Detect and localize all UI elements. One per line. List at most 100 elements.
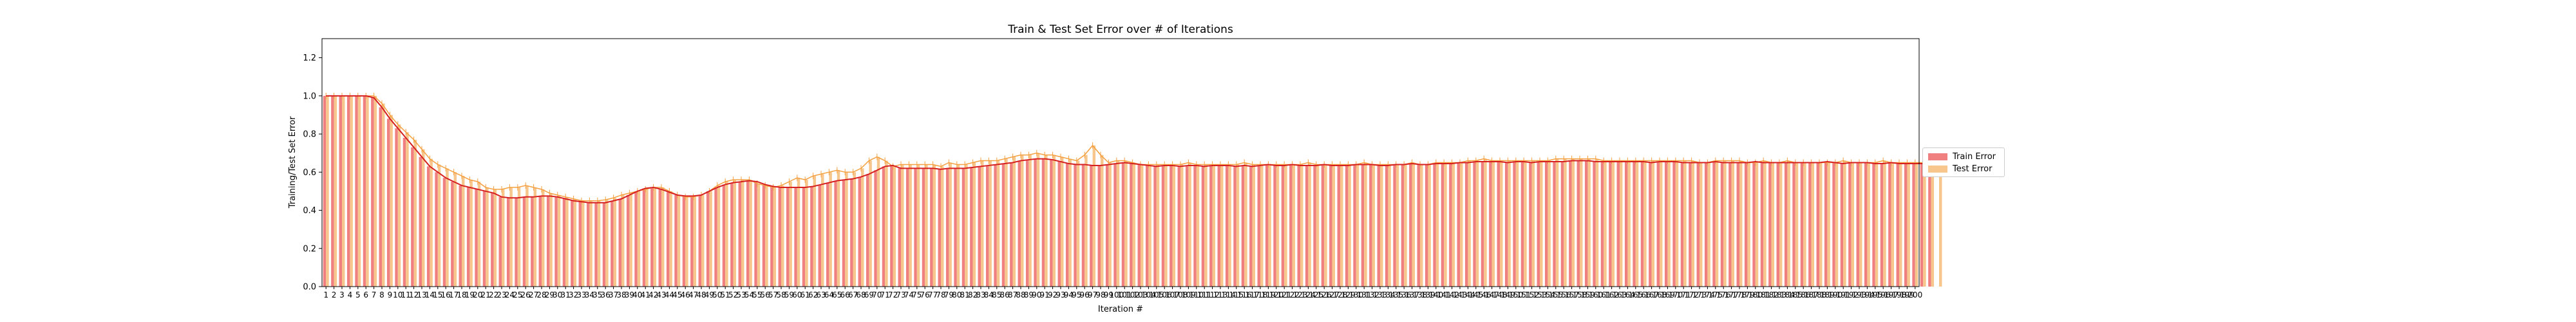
train-bar-46 bbox=[682, 196, 686, 287]
x-tick-label: 156 bbox=[1557, 290, 1571, 299]
test-bar-53 bbox=[741, 180, 744, 287]
train-bar-35 bbox=[594, 202, 598, 287]
test-bar-157 bbox=[1571, 158, 1575, 287]
train-bar-23 bbox=[498, 196, 502, 287]
train-bar-111 bbox=[1201, 166, 1205, 287]
x-tick-label: 46 bbox=[681, 290, 690, 299]
train-bar-113 bbox=[1217, 165, 1220, 287]
test-bar-98 bbox=[1101, 155, 1104, 287]
train-bar-145 bbox=[1473, 162, 1476, 287]
train-bar-59 bbox=[786, 187, 790, 287]
train-bar-51 bbox=[722, 184, 726, 287]
x-tick-label: 97 bbox=[1088, 290, 1097, 299]
test-bar-162 bbox=[1611, 160, 1615, 287]
train-bar-158 bbox=[1577, 160, 1580, 287]
train-bar-87 bbox=[1010, 162, 1013, 287]
train-bar-63 bbox=[818, 184, 821, 287]
train-bar-44 bbox=[666, 192, 670, 287]
x-tick-label: 117 bbox=[1245, 290, 1260, 299]
x-tick-label: 62 bbox=[808, 290, 818, 299]
test-bar-35 bbox=[597, 200, 601, 287]
train-bar-88 bbox=[1018, 160, 1021, 287]
x-tick-label: 101 bbox=[1117, 290, 1132, 299]
x-tick-label: 68 bbox=[856, 290, 866, 299]
train-bar-132 bbox=[1369, 164, 1372, 287]
test-bar-47 bbox=[693, 196, 697, 287]
x-tick-label: 198 bbox=[1892, 290, 1907, 299]
train-bar-75 bbox=[914, 168, 917, 287]
x-tick-label: 164 bbox=[1620, 290, 1635, 299]
x-tick-label: 171 bbox=[1676, 290, 1691, 299]
x-tick-label: 195 bbox=[1868, 290, 1882, 299]
y-tick-label: 1.0 bbox=[303, 91, 316, 101]
train-bar-100 bbox=[1113, 163, 1117, 287]
test-bar-201 bbox=[1923, 162, 1926, 287]
test-bar-175 bbox=[1715, 160, 1719, 287]
train-bar-17 bbox=[451, 182, 454, 287]
test-bar-55 bbox=[757, 184, 761, 287]
train-bar-195 bbox=[1872, 163, 1875, 287]
train-bar-192 bbox=[1848, 162, 1852, 287]
x-tick-label: 73 bbox=[896, 290, 905, 299]
test-bar-1 bbox=[326, 95, 329, 287]
test-bar-69 bbox=[869, 160, 872, 287]
test-bar-142 bbox=[1452, 162, 1455, 287]
x-tick-label: 76 bbox=[920, 290, 930, 299]
train-bar-134 bbox=[1385, 165, 1388, 287]
x-tick-label: 26 bbox=[521, 290, 531, 299]
x-tick-label: 30 bbox=[553, 290, 562, 299]
train-bar-140 bbox=[1433, 163, 1436, 287]
x-tick-label: 161 bbox=[1596, 290, 1611, 299]
test-bar-10 bbox=[397, 124, 401, 287]
train-bar-142 bbox=[1449, 163, 1452, 287]
train-bar-171 bbox=[1680, 162, 1684, 287]
x-tick-label: 81 bbox=[960, 290, 970, 299]
x-tick-label: 162 bbox=[1604, 290, 1619, 299]
train-bar-54 bbox=[746, 180, 750, 287]
x-tick-label: 141 bbox=[1437, 290, 1452, 299]
x-tick-label: 17 bbox=[449, 290, 459, 299]
test-bar-158 bbox=[1580, 158, 1583, 287]
train-bar-146 bbox=[1481, 162, 1484, 287]
x-tick-label: 19 bbox=[465, 290, 475, 299]
train-bar-18 bbox=[459, 185, 462, 287]
test-bar-25 bbox=[517, 187, 521, 287]
train-bar-166 bbox=[1640, 162, 1644, 287]
test-bar-202 bbox=[1931, 162, 1935, 287]
train-bar-1 bbox=[323, 95, 327, 287]
test-bar-33 bbox=[582, 200, 585, 287]
x-tick-label: 193 bbox=[1852, 290, 1867, 299]
x-tick-label: 109 bbox=[1181, 290, 1196, 299]
x-tick-label: 63 bbox=[816, 290, 826, 299]
x-tick-label: 24 bbox=[505, 290, 515, 299]
train-bar-165 bbox=[1633, 162, 1636, 287]
x-tick-label: 38 bbox=[616, 290, 626, 299]
x-tick-label: 53 bbox=[736, 290, 746, 299]
x-tick-label: 14 bbox=[425, 290, 435, 299]
train-bar-197 bbox=[1888, 162, 1891, 287]
test-bar-167 bbox=[1651, 160, 1655, 287]
y-tick-label: 0.8 bbox=[303, 130, 316, 140]
test-bar-45 bbox=[677, 194, 681, 287]
test-bar-177 bbox=[1731, 160, 1735, 287]
test-bar-172 bbox=[1691, 160, 1695, 287]
train-bar-27 bbox=[531, 196, 534, 287]
train-bar-82 bbox=[970, 167, 973, 287]
x-tick-label: 111 bbox=[1197, 290, 1212, 299]
test-bar-58 bbox=[781, 185, 784, 287]
x-tick-label: 160 bbox=[1588, 290, 1603, 299]
test-bar-11 bbox=[406, 132, 409, 287]
train-bar-180 bbox=[1752, 162, 1756, 287]
x-tick-label: 186 bbox=[1796, 290, 1811, 299]
test-bar-194 bbox=[1867, 162, 1870, 287]
x-tick-label: 31 bbox=[561, 290, 571, 299]
y-tick-label: 0.2 bbox=[303, 244, 316, 254]
train-bar-185 bbox=[1792, 162, 1795, 287]
test-bar-75 bbox=[916, 164, 920, 287]
test-bar-110 bbox=[1196, 164, 1200, 287]
test-bar-86 bbox=[1005, 158, 1008, 287]
x-tick-label: 41 bbox=[641, 290, 650, 299]
x-tick-label: 40 bbox=[632, 290, 642, 299]
x-tick-label: 13 bbox=[417, 290, 426, 299]
